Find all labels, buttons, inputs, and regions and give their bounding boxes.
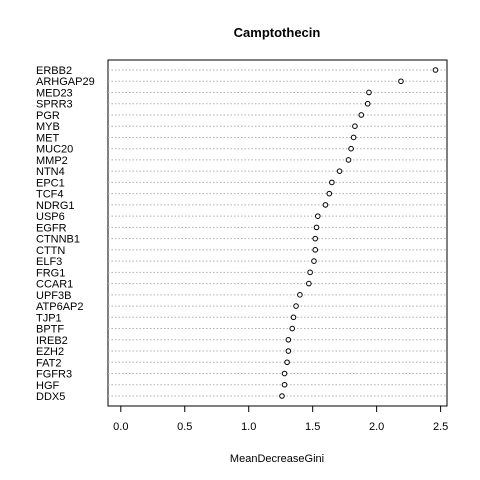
category-label: EZH2 — [36, 346, 64, 358]
category-label: NTN4 — [36, 166, 65, 178]
category-label: MUC20 — [36, 144, 73, 156]
data-point — [279, 393, 285, 399]
category-label: FGFR3 — [36, 369, 72, 381]
x-tick-label: 2.5 — [433, 421, 448, 433]
category-label: TCF4 — [36, 189, 64, 201]
grid-lines — [108, 69, 447, 397]
category-label: IREB2 — [36, 335, 68, 347]
data-point — [326, 190, 333, 197]
data-point — [348, 145, 354, 152]
category-label: MET — [36, 132, 60, 144]
category-labels: ERBB2ARHGAP29MED23SPRR3PGRMYBMETMUC20MMP… — [36, 65, 95, 403]
category-label: UPF3B — [36, 290, 71, 302]
data-point — [352, 123, 358, 130]
x-axis-label: MeanDecreaseGini — [230, 453, 324, 465]
x-tick-label: 0.0 — [113, 421, 128, 433]
category-label: ELF3 — [36, 256, 62, 268]
data-point — [314, 213, 321, 219]
data-point — [312, 235, 319, 242]
category-label: FAT2 — [36, 357, 61, 369]
data-points — [279, 67, 439, 399]
data-point — [293, 303, 299, 309]
data-point — [311, 258, 317, 264]
data-point — [336, 168, 343, 174]
category-label: ERBB2 — [36, 65, 72, 77]
category-label: EGFR — [36, 222, 67, 234]
chart-title: Camptothecin — [234, 25, 321, 40]
category-label: CCAR1 — [36, 279, 73, 291]
data-point — [322, 202, 329, 208]
data-point — [285, 336, 292, 343]
data-point — [329, 179, 335, 186]
data-point — [432, 67, 439, 73]
data-point — [307, 269, 313, 276]
x-axis: 0.0 0.5 1.0 1.5 2.0 2.5 — [113, 406, 448, 433]
data-point — [345, 157, 352, 163]
category-label: BPTF — [36, 324, 64, 336]
category-label: SPRR3 — [36, 99, 73, 111]
x-tick-label: 2.0 — [369, 421, 384, 433]
category-label: MMP2 — [36, 155, 68, 167]
category-label: PGR — [36, 110, 60, 122]
category-label: ARHGAP29 — [36, 76, 95, 88]
category-label: NDRG1 — [36, 200, 75, 212]
data-point — [312, 247, 319, 253]
data-point — [364, 100, 371, 107]
data-point — [290, 314, 297, 321]
category-label: MYB — [36, 121, 60, 133]
category-label: CTNNB1 — [36, 234, 80, 246]
x-tick-label: 0.5 — [177, 421, 192, 433]
data-point — [350, 134, 357, 141]
data-point — [285, 348, 292, 354]
data-point — [297, 292, 303, 298]
data-point — [358, 112, 365, 118]
data-point — [281, 370, 288, 377]
data-point — [281, 381, 288, 388]
category-label: CTTN — [36, 245, 65, 257]
category-label: HGF — [36, 380, 60, 392]
data-point — [289, 325, 296, 332]
category-label: ATP6AP2 — [36, 301, 84, 313]
category-label: FRG1 — [36, 267, 65, 279]
data-point — [366, 89, 372, 96]
category-label: TJP1 — [36, 312, 62, 324]
x-tick-label: 1.5 — [305, 421, 320, 433]
category-label: MED23 — [36, 87, 73, 99]
data-point — [306, 280, 312, 287]
plot-frame — [107, 59, 448, 407]
category-label: EPC1 — [36, 177, 65, 189]
data-point — [398, 78, 404, 85]
x-tick-label: 1.0 — [241, 421, 256, 433]
category-label: DDX5 — [36, 391, 65, 403]
data-point — [284, 359, 290, 366]
data-point — [313, 224, 320, 231]
category-label: USP6 — [36, 211, 65, 223]
